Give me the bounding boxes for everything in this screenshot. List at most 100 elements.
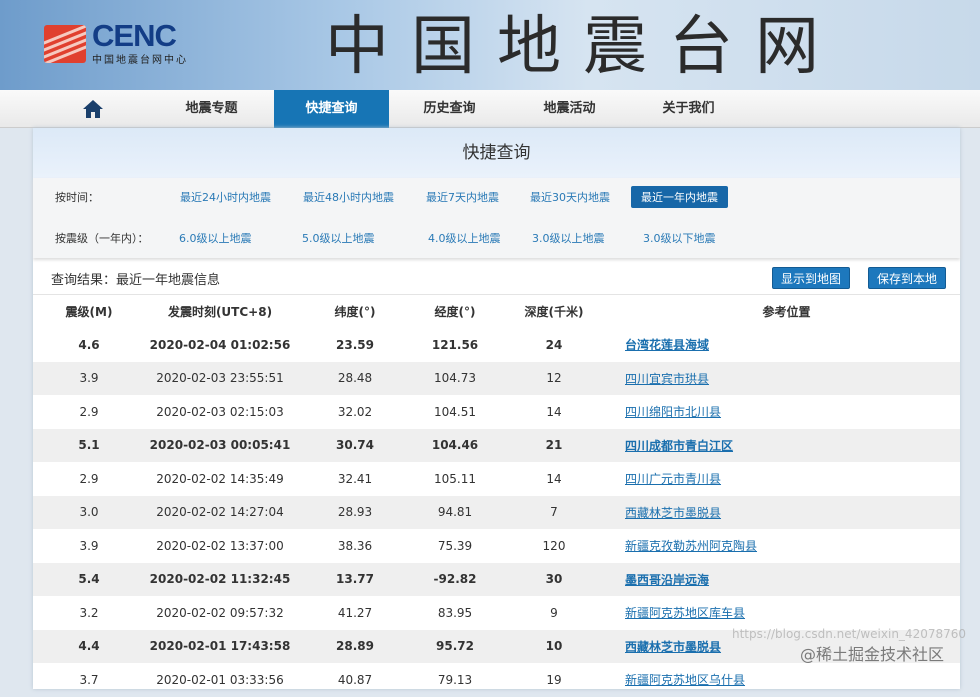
earthquake-table: 震级(M) 发震时刻(UTC+8) 纬度(°) 经度(°) 深度(千米) 参考位… <box>33 295 960 697</box>
col-latitude: 纬度(°) <box>334 305 376 319</box>
cell-time: 2020-02-02 11:32:45 <box>145 562 295 596</box>
location-link[interactable]: 墨西哥沿岸远海 <box>625 572 710 587</box>
cell-time: 2020-02-03 23:55:51 <box>145 361 295 395</box>
cell-time: 2020-02-04 01:02:56 <box>149 337 291 352</box>
cell-latitude: 23.59 <box>336 337 374 352</box>
filter-mag-3-up[interactable]: 3.0级以上地震 <box>532 232 605 245</box>
location-link[interactable]: 新疆克孜勒苏州阿克陶县 <box>625 539 758 554</box>
cell-longitude: 83.95 <box>437 605 473 620</box>
cell-depth: 9 <box>550 605 558 620</box>
cell-latitude: 32.41 <box>337 471 373 486</box>
col-magnitude: 震级(M) <box>65 305 113 319</box>
cell-magnitude: 3.2 <box>79 605 99 620</box>
filter-30d[interactable]: 最近30天内地震 <box>530 191 610 204</box>
col-time: 发震时刻(UTC+8) <box>167 305 273 319</box>
cell-magnitude: 3.9 <box>79 538 99 553</box>
cell-depth: 10 <box>495 629 613 663</box>
cell-depth: 14 <box>546 471 562 486</box>
filter-area: 按时间： 最近24小时内地震 最近48小时内地震 最近7天内地震 最近30天内地… <box>33 178 960 258</box>
site-title: 中国地震台网 <box>325 10 841 84</box>
location-link[interactable]: 四川成都市青白江区 <box>625 438 734 453</box>
table-row: 2.9 2020-02-03 02:15:03 32.02 104.51 14 四川绵阳市… <box>33 395 960 429</box>
filter-24h[interactable]: 最近24小时内地震 <box>180 191 271 204</box>
cell-location: 四川绵阳市北川县 <box>613 395 960 429</box>
filter-7d[interactable]: 最近7天内地震 <box>426 191 499 204</box>
table-row: 3.9 2020-02-02 13:37:00 38.36 75.39 120 新疆克孜勒… <box>33 529 960 563</box>
col-longitude: 经度(°) <box>434 305 476 319</box>
juejin-watermark: @稀土掘金技术社区 <box>800 645 945 664</box>
table-row: 3.0 2020-02-02 14:27:04 28.93 94.81 7 西藏林芝市墨脱… <box>33 495 960 529</box>
col-depth: 深度(千米) <box>524 305 584 319</box>
cell-depth: 19 <box>546 672 562 687</box>
cell-latitude: 32.02 <box>337 404 373 419</box>
cell-depth: 14 <box>546 404 562 419</box>
filter-1y[interactable]: 最近一年内地震 <box>631 186 728 208</box>
cell-location: 四川成都市青白江区 <box>613 428 960 462</box>
table-row: 3.2 2020-02-02 09:57:32 41.27 83.95 9 新疆阿克苏地区… <box>33 596 960 630</box>
cell-location: 西藏林芝市墨脱县 <box>613 495 960 529</box>
cenc-logo-icon <box>44 25 86 63</box>
nav-item-activity[interactable]: 地震活动 <box>543 101 596 116</box>
logo-text: CENC <box>92 18 177 53</box>
nav-item-topics[interactable]: 地震专题 <box>185 101 238 116</box>
location-link[interactable]: 四川绵阳市北川县 <box>625 405 722 420</box>
location-link[interactable]: 西藏林芝市墨脱县 <box>625 505 722 520</box>
cell-longitude: 94.81 <box>415 495 495 529</box>
table-row: 2.9 2020-02-02 14:35:49 32.41 105.11 14 四川广元市… <box>33 462 960 496</box>
nav-item-about[interactable]: 关于我们 <box>662 101 715 116</box>
filter-mag-3-down[interactable]: 3.0级以下地震 <box>643 232 716 245</box>
csdn-watermark: https://blog.csdn.net/weixin_42078760 <box>732 627 967 641</box>
cell-longitude: 104.73 <box>415 361 495 395</box>
results-title: 查询结果：最近一年地震信息 <box>51 273 221 288</box>
cell-magnitude: 5.4 <box>33 562 145 596</box>
nav-item-history-query[interactable]: 历史查询 <box>423 101 476 116</box>
save-local-button[interactable]: 保存到本地 <box>868 267 947 289</box>
table-row: 4.6 2020-02-04 01:02:56 23.59 121.56 24 台湾花莲县… <box>33 328 960 362</box>
location-link[interactable]: 西藏林芝市墨脱县 <box>625 639 722 654</box>
cell-longitude: 104.51 <box>434 404 476 419</box>
cell-longitude: 75.39 <box>437 538 473 553</box>
cell-location: 四川宜宾市珙县 <box>613 361 960 395</box>
cell-time: 2020-02-02 09:57:32 <box>156 605 284 620</box>
table-row: 5.1 2020-02-03 00:05:41 30.74 104.46 21 四川成都市… <box>33 428 960 462</box>
table-row: 3.7 2020-02-01 03:33:56 40.87 79.13 19 新疆阿克苏地… <box>33 663 960 697</box>
table-row: 5.4 2020-02-02 11:32:45 13.77 -92.82 30 墨西哥沿岸… <box>33 562 960 596</box>
location-link[interactable]: 新疆阿克苏地区乌什县 <box>625 673 746 688</box>
cell-time: 2020-02-02 14:35:49 <box>156 471 284 486</box>
cell-time: 2020-02-01 03:33:56 <box>156 672 284 687</box>
cell-longitude: -92.82 <box>415 562 495 596</box>
mag-filter-label: 按震级（一年内）： <box>55 232 149 245</box>
col-location: 参考位置 <box>762 305 811 319</box>
location-link[interactable]: 四川广元市青川县 <box>625 472 722 487</box>
cell-magnitude: 3.7 <box>79 672 99 687</box>
cell-time: 2020-02-02 14:27:04 <box>145 495 295 529</box>
table-row: 4.4 2020-02-01 17:43:58 28.89 95.72 10 西藏林芝市墨… <box>33 629 960 663</box>
cell-magnitude: 4.6 <box>78 337 100 352</box>
cell-depth: 120 <box>542 538 566 553</box>
cell-latitude: 28.89 <box>295 629 415 663</box>
cell-longitude: 121.56 <box>431 337 479 352</box>
cell-time: 2020-02-03 02:15:03 <box>156 404 284 419</box>
filter-48h[interactable]: 最近48小时内地震 <box>303 191 394 204</box>
cell-latitude: 38.36 <box>337 538 373 553</box>
cell-location: 墨西哥沿岸远海 <box>613 562 960 596</box>
table-header-row: 震级(M) 发震时刻(UTC+8) 纬度(°) 经度(°) 深度(千米) 参考位… <box>33 295 960 328</box>
home-icon[interactable] <box>82 98 104 120</box>
location-link[interactable]: 四川宜宾市珙县 <box>625 371 710 386</box>
cell-magnitude: 2.9 <box>79 404 99 419</box>
filter-mag-5[interactable]: 5.0级以上地震 <box>302 232 375 245</box>
filter-mag-6[interactable]: 6.0级以上地震 <box>179 232 252 245</box>
cell-longitude: 95.72 <box>415 629 495 663</box>
cell-depth: 24 <box>545 337 563 352</box>
show-map-button[interactable]: 显示到地图 <box>772 267 851 289</box>
nav-item-quick-query[interactable]: 快捷查询 <box>274 90 389 128</box>
cell-magnitude: 5.1 <box>33 428 145 462</box>
cell-longitude: 104.46 <box>415 428 495 462</box>
logo-subtitle: 中国地震台网中心 <box>92 55 188 66</box>
cell-location: 新疆阿克苏地区库车县 <box>613 596 960 630</box>
location-link[interactable]: 新疆阿克苏地区库车县 <box>625 606 746 621</box>
cell-magnitude: 3.9 <box>33 361 145 395</box>
location-link[interactable]: 台湾花莲县海域 <box>625 338 710 353</box>
filter-mag-4[interactable]: 4.0级以上地震 <box>428 232 501 245</box>
cell-longitude: 79.13 <box>437 672 473 687</box>
